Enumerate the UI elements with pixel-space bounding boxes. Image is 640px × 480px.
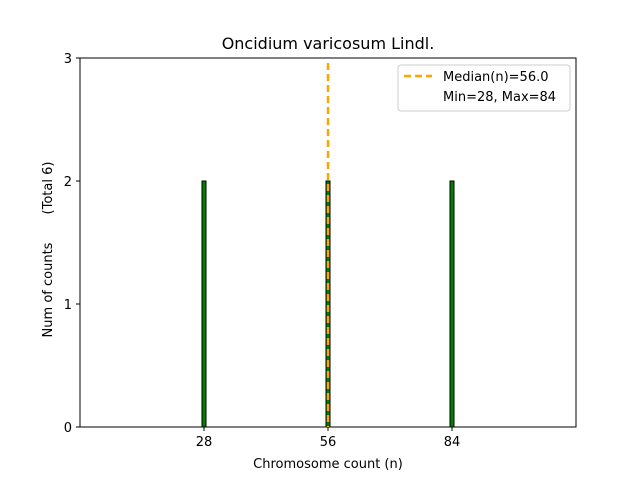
- y-tick-label: 1: [64, 298, 72, 313]
- legend-median-label: Median(n)=56.0: [443, 70, 549, 85]
- legend-range-label: Min=28, Max=84: [443, 90, 556, 105]
- chart-title: Oncidium varicosum Lindl.: [222, 34, 435, 53]
- y-axis-label: Num of counts: [41, 242, 56, 337]
- legend: Median(n)=56.0 Min=28, Max=84: [397, 64, 571, 112]
- x-tick-label: 28: [196, 435, 213, 450]
- y-tick-label: 3: [64, 52, 72, 67]
- legend-box: [397, 64, 571, 112]
- plot-area: 28 56 84 0 1 2 3: [64, 52, 577, 450]
- bar-28: [201, 180, 207, 428]
- x-ticks: 28 56 84: [196, 427, 461, 450]
- y-tick-label: 0: [64, 421, 72, 436]
- y-ticks: 0 1 2 3: [64, 52, 80, 436]
- bar-84: [449, 180, 455, 428]
- y-axis-total-label: (Total 6): [41, 162, 56, 215]
- x-axis-label: Chromosome count (n): [253, 457, 403, 472]
- x-tick-label: 56: [320, 435, 337, 450]
- x-tick-label: 84: [444, 435, 461, 450]
- y-tick-label: 2: [64, 175, 72, 190]
